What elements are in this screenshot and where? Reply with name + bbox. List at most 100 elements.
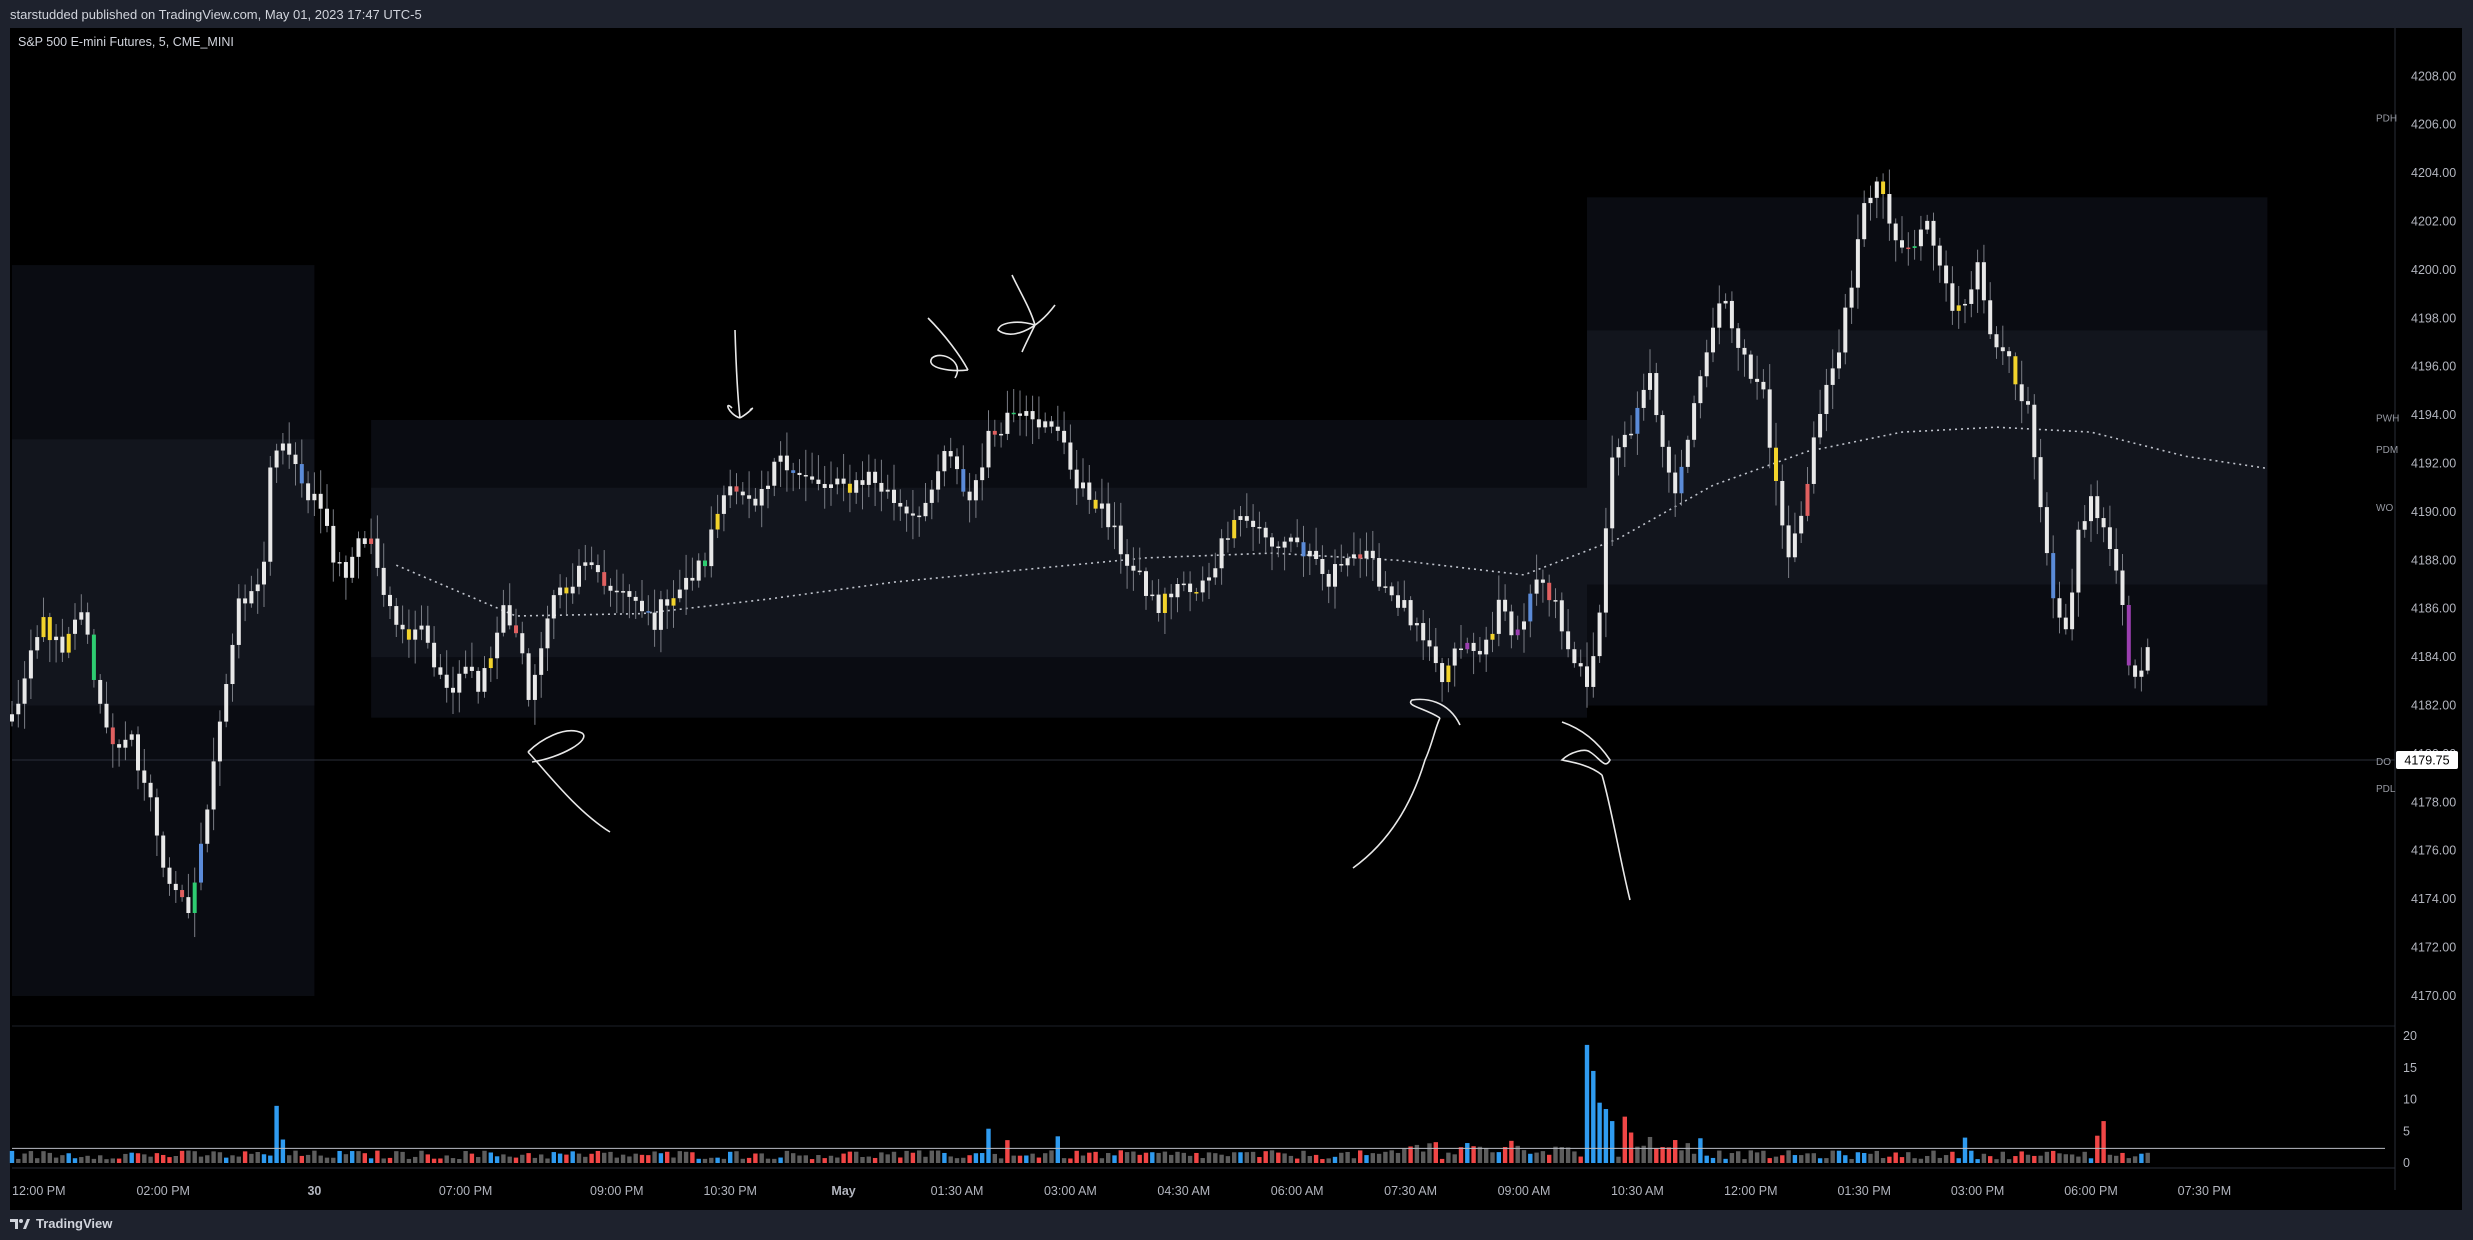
volume-bar	[1950, 1151, 1955, 1163]
volume-bar	[1899, 1157, 1905, 1163]
candle-body	[2051, 553, 2056, 599]
volume-bar	[1326, 1158, 1331, 1163]
candle-body	[2082, 521, 2087, 530]
volume-bar	[1225, 1156, 1231, 1163]
volume-bar	[545, 1158, 550, 1163]
volume-bar	[1912, 1158, 1917, 1163]
volume-bar	[1647, 1136, 1653, 1163]
volume-bar	[211, 1151, 216, 1163]
volume-bar	[778, 1157, 783, 1163]
volume-bar	[1610, 1121, 1615, 1163]
candle-body	[280, 443, 285, 451]
volume-bar	[1376, 1153, 1382, 1163]
candle-body	[2000, 347, 2005, 352]
candle-body	[180, 890, 185, 898]
tradingview-logo-icon	[10, 1218, 30, 1229]
candle-body	[558, 587, 563, 596]
candle-body	[898, 502, 903, 507]
candle-body	[2089, 496, 2093, 522]
candle-body	[306, 483, 311, 501]
volume-bar	[1074, 1150, 1079, 1163]
candle-body	[2038, 457, 2043, 508]
candle-body	[677, 589, 682, 599]
candle-body	[148, 782, 153, 798]
candle-body	[482, 668, 487, 692]
candle-body	[1162, 593, 1167, 613]
candle-body	[91, 634, 96, 680]
tradingview-logo[interactable]: TradingView	[10, 1216, 112, 1231]
volume-bar	[627, 1156, 632, 1163]
candle-body	[2019, 384, 2024, 402]
candle-body	[394, 606, 399, 625]
annotation-arrow-2	[727, 329, 754, 419]
volume-bar	[1786, 1150, 1791, 1163]
candle-body	[369, 538, 374, 544]
volume-bar	[1427, 1143, 1432, 1163]
candle-body	[640, 600, 644, 612]
volume-bar	[753, 1153, 758, 1163]
volume-bar	[1458, 1147, 1464, 1163]
volume-bar	[135, 1153, 141, 1163]
candle-body	[1553, 600, 1558, 602]
volume-bar	[1565, 1147, 1571, 1163]
candle-body	[1377, 558, 1382, 587]
candle-body	[2032, 404, 2037, 458]
candle-body	[1572, 649, 1577, 664]
volume-bar	[1112, 1155, 1117, 1163]
annotation-arrow-1	[527, 729, 611, 833]
candle-body	[186, 897, 191, 914]
candle-body	[1471, 642, 1476, 651]
time-tick-label: May	[831, 1184, 855, 1198]
time-tick-label: 03:00 AM	[1044, 1184, 1097, 1198]
volume-bar	[898, 1157, 903, 1163]
volume-bar	[242, 1151, 248, 1163]
volume-bar	[1635, 1146, 1640, 1163]
volume-bar	[1099, 1158, 1105, 1163]
footer-bar	[0, 1210, 2473, 1240]
candle-body	[1893, 223, 1898, 241]
volume-bar	[1011, 1155, 1016, 1163]
price-tick-label: 4204.00	[2411, 166, 2456, 180]
volume-bar	[1061, 1158, 1067, 1163]
volume-tick-label: 15	[2403, 1061, 2417, 1075]
volume-bar	[1332, 1156, 1338, 1163]
volume-bar	[948, 1156, 953, 1163]
volume-bar	[1685, 1143, 1690, 1163]
volume-bar	[576, 1153, 582, 1163]
volume-bar	[1490, 1152, 1495, 1163]
volume-bar	[2044, 1151, 2050, 1163]
candle-body	[841, 478, 846, 484]
published-text: starstudded published on TradingView.com…	[10, 7, 422, 22]
candle-body	[621, 591, 626, 593]
volume-bar	[1124, 1152, 1130, 1163]
candle-body	[79, 612, 84, 620]
volume-bar	[1156, 1152, 1161, 1163]
volume-bar	[1068, 1158, 1073, 1163]
candle-body	[331, 525, 336, 563]
volume-bar	[1484, 1148, 1489, 1163]
volume-bar	[350, 1151, 355, 1163]
bollinger-bands	[12, 197, 2268, 996]
candle-body	[1018, 413, 1022, 416]
volume-bar	[179, 1150, 185, 1163]
candle-body	[690, 577, 695, 581]
candle-body	[1496, 599, 1501, 634]
time-tick-label: 09:00 PM	[590, 1184, 644, 1198]
volume-bar	[198, 1156, 204, 1163]
volume-bar	[324, 1157, 330, 1163]
candle-body	[1981, 262, 1986, 301]
volume-bar	[1723, 1158, 1728, 1163]
volume-bar	[343, 1154, 349, 1163]
candle-body	[1767, 389, 1772, 448]
candle-body	[123, 739, 128, 748]
level-marker-pdm: PDM	[2376, 445, 2398, 456]
volume-bar	[173, 1155, 178, 1163]
candle-body	[1963, 303, 1967, 306]
volume-bar	[866, 1156, 871, 1163]
volume-bar	[400, 1151, 405, 1163]
candle-body	[1175, 584, 1180, 598]
price-tick-label: 4182.00	[2411, 699, 2456, 713]
time-tick-label: 07:30 PM	[2178, 1184, 2232, 1198]
candle-body	[2007, 351, 2012, 357]
